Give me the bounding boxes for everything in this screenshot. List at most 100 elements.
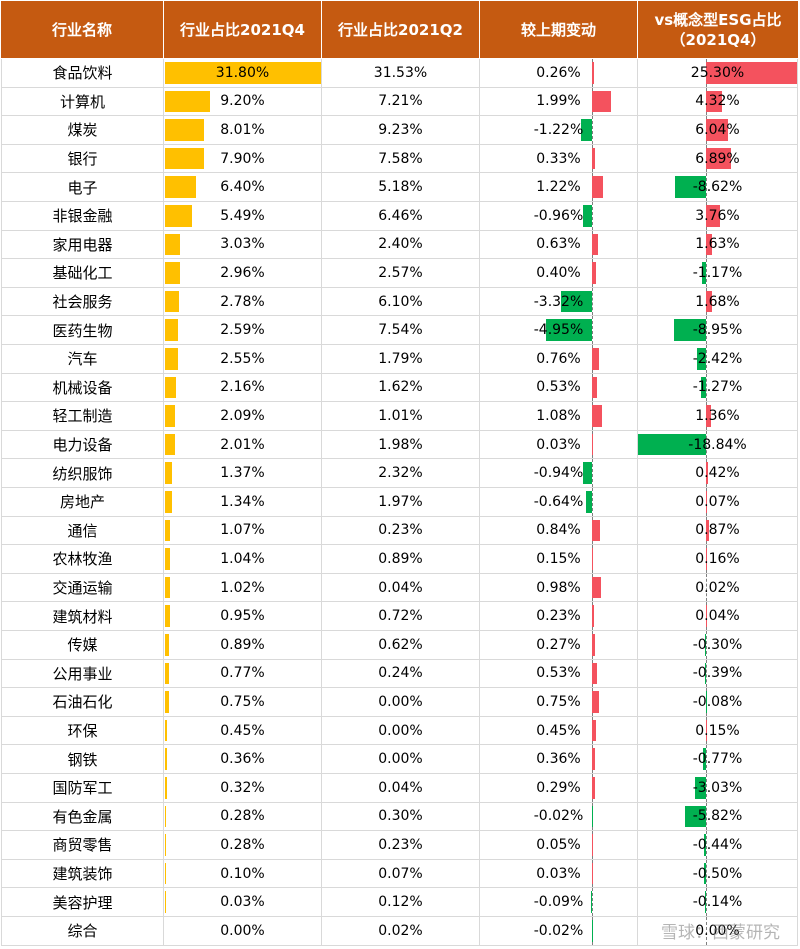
header-q2-share: 行业占比2021Q2 xyxy=(322,1,480,58)
change-bar xyxy=(592,748,596,770)
change-bar xyxy=(592,548,594,570)
change-cell: 0.33% xyxy=(480,144,638,173)
vs-esg-zero-axis xyxy=(706,573,707,602)
q4-share-value: 2.16% xyxy=(220,379,265,396)
change-value: 0.27% xyxy=(536,636,581,653)
q4-share-value: 0.32% xyxy=(220,779,265,796)
change-zero-axis xyxy=(592,831,593,859)
q2-share-value: 5.18% xyxy=(378,179,423,196)
change-bar xyxy=(545,319,592,341)
q4-share-bar xyxy=(165,491,172,513)
vs-esg-bar xyxy=(695,777,706,799)
change-value: 0.98% xyxy=(536,579,581,596)
change-bar xyxy=(561,290,592,313)
vs-esg-cell: 1.68% xyxy=(638,287,798,316)
change-bar xyxy=(591,891,592,913)
vs-esg-cell: -0.14% xyxy=(638,888,798,916)
vs-esg-zero-axis xyxy=(706,831,707,859)
change-value: 0.84% xyxy=(536,522,581,539)
vs-esg-value: -5.82% xyxy=(692,808,743,825)
vs-esg-bar xyxy=(685,805,706,828)
vs-esg-value: 0.16% xyxy=(695,550,740,567)
change-bar xyxy=(592,519,600,542)
vs-esg-value: 0.02% xyxy=(695,579,740,596)
change-bar xyxy=(592,777,595,799)
vs-esg-zero-axis xyxy=(706,373,707,402)
vs-esg-cell: 0.00% xyxy=(638,917,798,945)
vs-esg-cell: -0.50% xyxy=(638,859,798,888)
vs-esg-value: -0.50% xyxy=(692,865,743,882)
q2-share-cell: 0.04% xyxy=(322,573,480,602)
q4-share-value: 2.96% xyxy=(220,264,265,281)
vs-esg-bar xyxy=(673,319,706,341)
change-value: 0.03% xyxy=(536,865,581,882)
industry-name: 银行 xyxy=(1,144,164,173)
vs-esg-cell: 0.42% xyxy=(638,459,798,487)
q4-share-bar xyxy=(165,348,178,370)
vs-esg-cell: 0.04% xyxy=(638,602,798,630)
table-row: 国防军工 0.32% 0.04% 0.29% -3.03% xyxy=(1,774,798,803)
table-row: 公用事业 0.77% 0.24% 0.53% -0.39% xyxy=(1,659,798,689)
table-row: 电力设备 2.01% 1.98% 0.03% -18.84% xyxy=(1,430,798,460)
vs-esg-zero-axis xyxy=(706,631,707,659)
q4-share-bar xyxy=(165,405,176,427)
q4-share-value: 1.07% xyxy=(220,522,265,539)
q4-share-bar xyxy=(165,376,176,399)
q2-share-value: 0.00% xyxy=(378,693,423,710)
vs-esg-zero-axis xyxy=(706,602,707,630)
q2-share-value: 6.10% xyxy=(378,293,423,310)
q4-share-cell: 0.77% xyxy=(164,659,322,688)
vs-esg-cell: -5.82% xyxy=(638,802,798,831)
vs-esg-value: -1.27% xyxy=(692,379,743,396)
q4-share-value: 0.36% xyxy=(220,751,265,768)
change-zero-axis xyxy=(592,287,593,316)
vs-esg-value: -8.95% xyxy=(692,322,743,339)
industry-name: 建筑材料 xyxy=(1,602,164,630)
q2-share-cell: 0.00% xyxy=(322,745,480,773)
vs-esg-cell: 6.04% xyxy=(638,116,798,144)
industry-name: 食品饮料 xyxy=(1,59,164,87)
q4-share-bar xyxy=(165,433,175,456)
change-cell: 0.76% xyxy=(480,345,638,373)
q2-share-value: 0.89% xyxy=(378,550,423,567)
vs-esg-cell: 3.76% xyxy=(638,202,798,230)
table-row: 建筑材料 0.95% 0.72% 0.23% 0.04% xyxy=(1,602,798,631)
change-cell: 0.53% xyxy=(480,373,638,402)
q2-share-value: 7.54% xyxy=(378,322,423,339)
vs-esg-value: 1.68% xyxy=(695,293,740,310)
industry-name: 电力设备 xyxy=(1,430,164,459)
q4-share-cell: 1.04% xyxy=(164,545,322,573)
vs-esg-cell: 6.89% xyxy=(638,144,798,173)
industry-name: 非银金融 xyxy=(1,202,164,230)
change-bar xyxy=(592,405,603,427)
q4-share-bar xyxy=(165,62,321,84)
q4-share-value: 0.28% xyxy=(220,808,265,825)
change-cell: -0.94% xyxy=(480,459,638,487)
q4-share-value: 2.59% xyxy=(220,322,265,339)
change-bar xyxy=(586,491,592,513)
change-value: -4.95% xyxy=(533,322,584,339)
industry-name: 钢铁 xyxy=(1,745,164,773)
table-row: 农林牧渔 1.04% 0.89% 0.15% 0.16% xyxy=(1,545,798,574)
q4-share-cell: 2.96% xyxy=(164,259,322,287)
table-row: 家用电器 3.03% 2.40% 0.63% 1.63% xyxy=(1,230,798,260)
header-change: 较上期变动 xyxy=(480,1,638,58)
change-cell: 0.27% xyxy=(480,631,638,659)
change-zero-axis xyxy=(592,116,593,144)
q2-share-value: 2.32% xyxy=(378,465,423,482)
change-bar xyxy=(592,376,597,399)
vs-esg-value: 0.00% xyxy=(695,922,740,939)
industry-name: 综合 xyxy=(1,917,164,945)
change-bar xyxy=(592,348,600,370)
change-cell: 1.99% xyxy=(480,87,638,116)
change-cell: 0.75% xyxy=(480,688,638,716)
q4-share-cell: 2.55% xyxy=(164,345,322,373)
change-cell: -0.09% xyxy=(480,888,638,916)
vs-esg-bar xyxy=(706,548,707,570)
q2-share-cell: 6.46% xyxy=(322,202,480,230)
q4-share-bar xyxy=(165,548,171,570)
table-row: 房地产 1.34% 1.97% -0.64% 0.07% xyxy=(1,488,798,517)
vs-esg-value: -0.30% xyxy=(692,636,743,653)
q4-share-cell: 0.32% xyxy=(164,774,322,802)
industry-name: 建筑装饰 xyxy=(1,859,164,888)
